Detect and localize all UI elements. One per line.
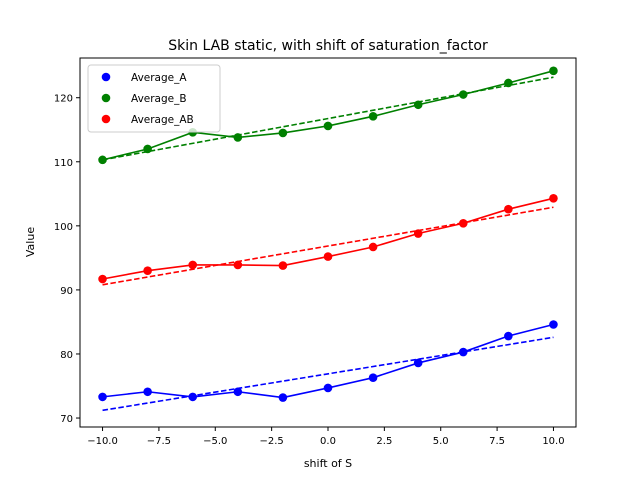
x-tick-label: 10.0 (542, 436, 564, 447)
data-point (458, 347, 468, 357)
data-point (549, 193, 558, 203)
series-fit-line (102, 206, 554, 286)
legend-marker (101, 114, 111, 124)
x-tick-label: −2.5 (259, 436, 283, 447)
data-point (188, 392, 198, 402)
axes: −10.0 −7.5 −5.0 −2.5 0.0 2.5 5.0 7.5 10.0 70 80 90 1… (54, 94, 565, 447)
data-point (188, 260, 198, 270)
legend-marker (101, 93, 111, 103)
x-tick-label: −5.0 (203, 436, 227, 447)
data-point (504, 78, 513, 88)
y-tick-label: 120 (54, 94, 73, 105)
x-axis-title: shift of S (304, 457, 352, 470)
data-point (413, 100, 423, 110)
data-point (278, 393, 288, 402)
data-point (98, 274, 107, 284)
data-point (413, 229, 423, 238)
legend-label: Average_A (131, 72, 187, 84)
data-point (368, 111, 378, 121)
data-point (233, 387, 243, 397)
data-point (143, 266, 152, 275)
y-tick-label: 80 (60, 350, 73, 361)
series-line (102, 197, 554, 280)
data-point (233, 260, 243, 270)
legend: Average_A Average_B Average_AB (87, 64, 221, 133)
data-point (143, 144, 152, 154)
legend-marker (101, 72, 111, 82)
chart-title: Skin LAB static, with shift of saturatio… (168, 38, 488, 54)
y-tick-label: 110 (54, 158, 73, 169)
data-point (278, 128, 288, 138)
x-tick-label: 5.0 (433, 436, 449, 447)
y-tick-label: 70 (60, 414, 73, 425)
data-point (233, 133, 243, 142)
data-point (323, 121, 333, 131)
x-tick-label: 0.0 (320, 436, 336, 447)
data-point (98, 392, 107, 402)
legend-label: Average_B (131, 93, 187, 105)
data-point (504, 331, 513, 341)
legend-label: Average_AB (131, 114, 194, 126)
y-tick-label: 100 (54, 222, 73, 233)
data-point (323, 383, 333, 393)
data-point (458, 90, 468, 99)
data-point (278, 261, 288, 270)
data-point (368, 242, 378, 252)
y-tick-label: 90 (60, 286, 73, 297)
y-axis-title: Value (24, 227, 37, 257)
plot-area (98, 66, 558, 412)
data-point (323, 252, 333, 261)
legend-box (87, 64, 221, 133)
x-tick-label: 2.5 (376, 436, 392, 447)
x-tick-label: −10.0 (87, 436, 118, 447)
data-point (504, 204, 513, 214)
data-point (549, 66, 558, 76)
series-fit-line (102, 336, 554, 412)
data-point (458, 218, 468, 228)
x-tick-label: −7.5 (147, 436, 171, 447)
data-point (549, 320, 558, 329)
data-point (143, 387, 152, 397)
data-point (98, 155, 107, 165)
data-point (368, 373, 378, 382)
x-tick-label: 7.5 (489, 436, 505, 447)
data-point (413, 358, 423, 368)
series-fit-line (102, 76, 554, 161)
